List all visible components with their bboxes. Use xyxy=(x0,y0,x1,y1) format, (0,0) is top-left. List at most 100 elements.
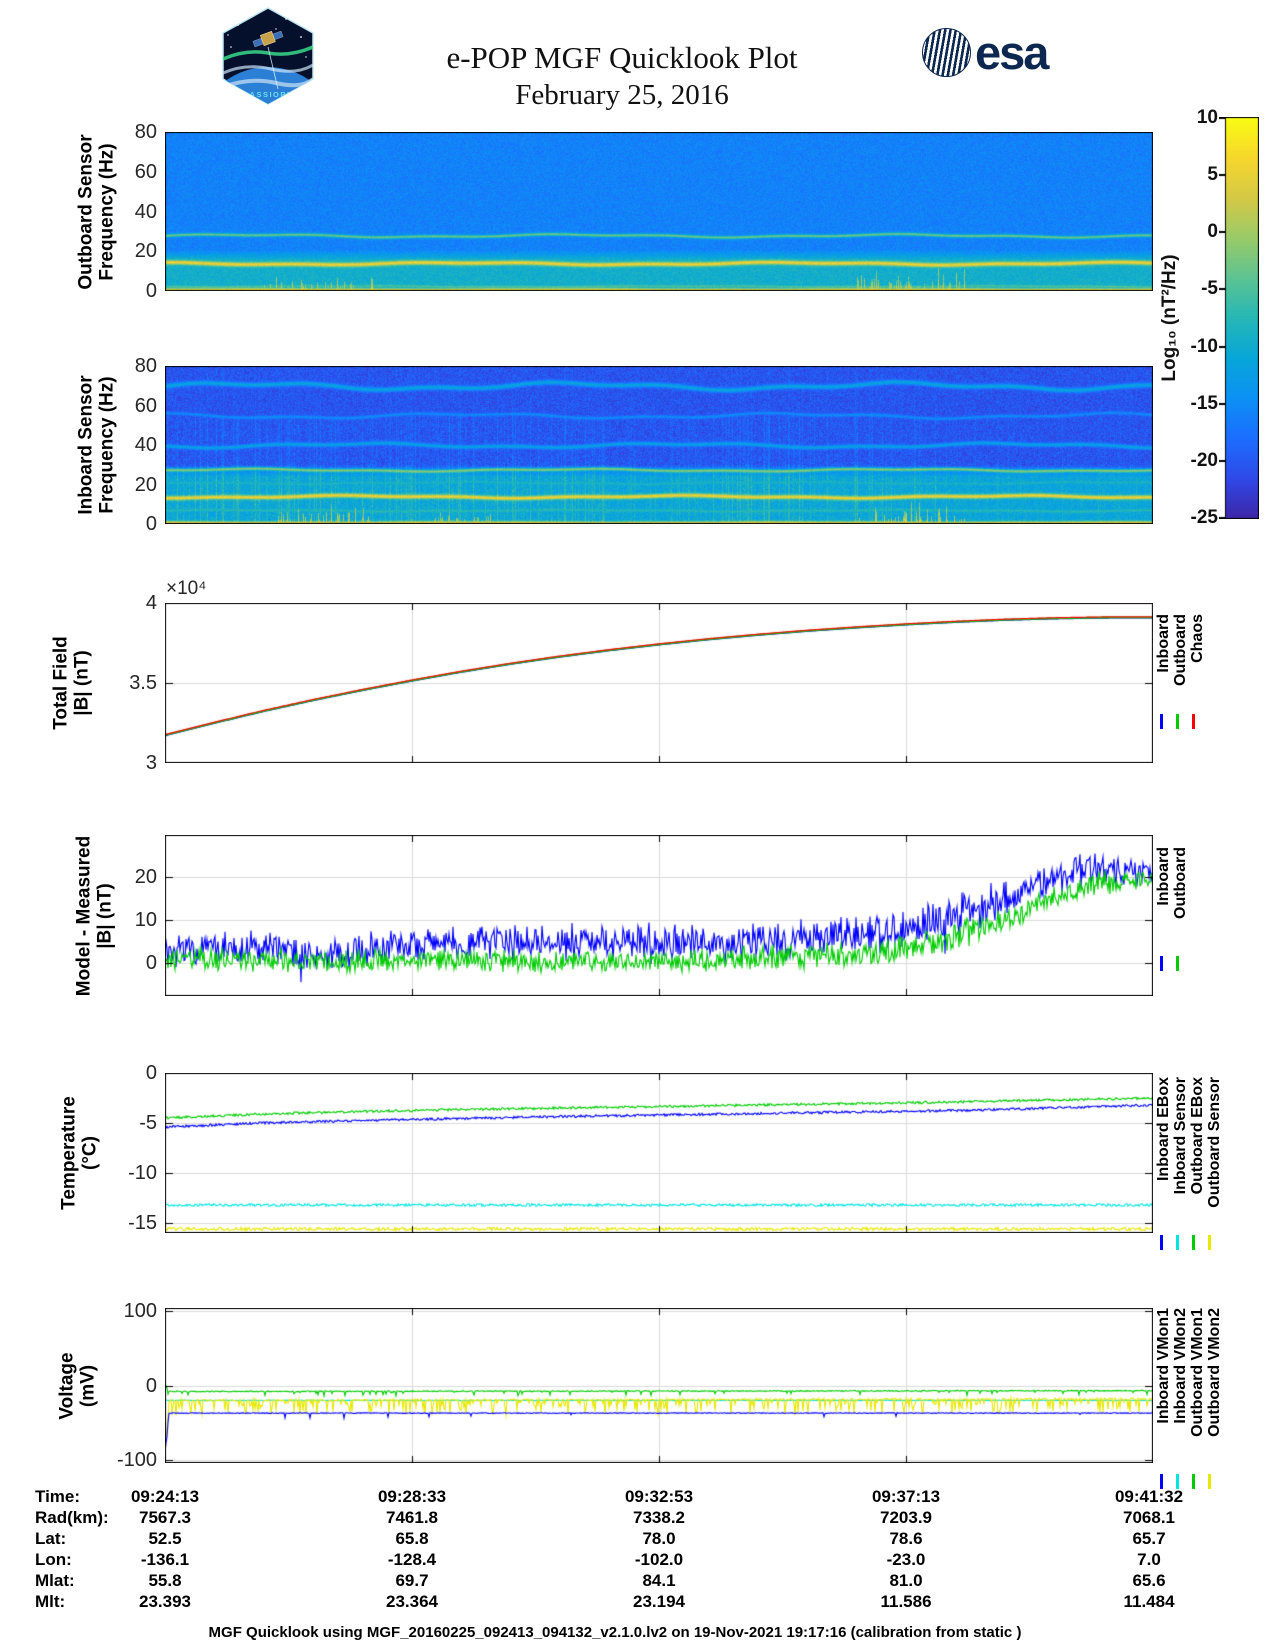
table-cell: 65.8 xyxy=(395,1529,429,1548)
temperature-plot-canvas xyxy=(165,1073,1153,1233)
footer-provenance-text: MGF Quicklook using MGF_20160225_092413_… xyxy=(208,1624,1022,1641)
voltage-legend-label: Inboard VMon1 xyxy=(1155,1308,1172,1424)
table-row-label: Mlt: xyxy=(35,1592,66,1611)
colorbar-axis-label: Log₁₀ (nT²/Hz) xyxy=(1159,254,1180,382)
voltage-plot-canvas xyxy=(165,1308,1153,1463)
outboard_spectrogram-y-tick-label: 20 xyxy=(134,240,157,263)
voltage-legend-label: Outboard VMon1 xyxy=(1189,1308,1206,1437)
table-cell: 7.0 xyxy=(1137,1550,1161,1569)
colorbar-tick-label: 10 xyxy=(1196,107,1218,128)
colorbar-tick-label: -25 xyxy=(1190,507,1218,528)
temperature-legend-label: Outboard Sensor xyxy=(1206,1077,1223,1208)
total_field-legend-label: Inboard xyxy=(1155,614,1172,673)
cassiope-mission-patch-logo: CASSIOPE xyxy=(222,7,314,105)
patch-satellite xyxy=(252,30,284,48)
temperature-legend-swatch xyxy=(1192,1235,1195,1250)
total_field-y-tick-label: 4 xyxy=(145,592,157,614)
table-cell: 69.7 xyxy=(395,1571,429,1590)
temperature-y-tick-label: -5 xyxy=(139,1112,157,1134)
table-cell: 09:37:13 xyxy=(871,1487,941,1506)
inboard_spectrogram-y-tick-label: 0 xyxy=(145,513,157,535)
total_field-y-tick-label: 3.5 xyxy=(129,672,157,694)
model_minus_measured-y-tick-label: 10 xyxy=(134,909,157,931)
inboard_spectrogram-y-tick-label: 80 xyxy=(134,355,157,377)
model_minus_measured-y-tick-label: 0 xyxy=(145,951,157,974)
colorbar-tick-label: 0 xyxy=(1207,221,1218,243)
table-cell: 09:24:13 xyxy=(130,1487,200,1506)
total_field-legend-swatch xyxy=(1176,714,1179,729)
table-cell: 23.393 xyxy=(139,1592,191,1611)
table-cell: -23.0 xyxy=(886,1550,926,1569)
voltage-legend-swatch xyxy=(1192,1474,1195,1489)
voltage-legend-label: Inboard VMon2 xyxy=(1172,1308,1189,1424)
patch-aurora xyxy=(223,45,313,61)
inboard_spectrogram-y-tick-label: 40 xyxy=(134,434,157,456)
table-cell: -136.1 xyxy=(140,1550,190,1569)
temperature-legend-swatch xyxy=(1208,1235,1211,1250)
table-cell: 23.194 xyxy=(633,1592,685,1611)
table-cell: 81.0 xyxy=(889,1571,923,1590)
table-row-label: Mlat: xyxy=(35,1571,75,1590)
temperature-y-tick-label: -10 xyxy=(128,1162,157,1184)
voltage-legend-swatch xyxy=(1160,1474,1163,1489)
voltage-y-tick-label: 0 xyxy=(145,1374,157,1397)
model-minus-measured-plot-canvas xyxy=(165,835,1153,996)
outboard_spectrogram-y-tick-label: 80 xyxy=(134,121,157,143)
table-cell: 7068.1 xyxy=(1123,1508,1175,1527)
model_minus_measured-legend-swatch xyxy=(1176,956,1179,971)
page-title: e-POP MGF Quicklook Plot xyxy=(446,40,798,75)
table-cell: -102.0 xyxy=(634,1550,684,1569)
table-cell: 7461.8 xyxy=(386,1508,438,1527)
table-cell: 7203.9 xyxy=(880,1508,932,1527)
table-cell: 23.364 xyxy=(386,1592,438,1611)
colorbar-tick-label: -20 xyxy=(1190,449,1218,471)
table-row-label: Rad(km): xyxy=(35,1508,109,1527)
table-cell: 09:32:53 xyxy=(624,1487,694,1506)
temperature-legend-swatch xyxy=(1160,1235,1163,1250)
temperature-legend-label: Inboard Sensor xyxy=(1172,1077,1189,1195)
inboard_spectrogram-y-tick-label: 60 xyxy=(134,394,157,417)
table-cell: 84.1 xyxy=(642,1571,676,1590)
table-cell: 11.484 xyxy=(1123,1592,1175,1611)
table-cell: 78.0 xyxy=(642,1529,676,1548)
voltage-y-tick-label: -100 xyxy=(116,1449,157,1472)
total_field-legend-label: Chaos xyxy=(1189,614,1206,663)
esa-logo-text: esa xyxy=(975,26,1049,79)
table-row-label: Time: xyxy=(35,1487,81,1506)
table-cell: 11.586 xyxy=(880,1592,932,1611)
total_field-legend-label: Outboard xyxy=(1172,614,1189,686)
voltage-legend-label: Outboard VMon2 xyxy=(1206,1308,1223,1437)
outboard_spectrogram-y-tick-label: 40 xyxy=(134,200,157,223)
esa-globe-icon xyxy=(922,28,971,77)
table-cell: 09:28:33 xyxy=(377,1487,447,1506)
temperature-y-tick-label: -15 xyxy=(128,1212,157,1234)
model_minus_measured-legend-swatch xyxy=(1160,956,1163,971)
temperature-legend-swatch xyxy=(1176,1235,1179,1250)
total_field-y-tick-label: 3 xyxy=(145,752,157,774)
total_field-legend-swatch xyxy=(1160,714,1163,729)
temperature-y-tick-label: 0 xyxy=(145,1062,157,1084)
table-cell: 55.8 xyxy=(148,1571,182,1590)
total-field-exponent-label: ×10⁴ xyxy=(166,578,207,599)
inboard-spectrogram-canvas xyxy=(165,366,1153,524)
voltage-legend-swatch xyxy=(1176,1474,1179,1489)
colorbar xyxy=(1219,117,1259,519)
outboard-spectrogram-canvas xyxy=(165,132,1153,291)
colorbar-tick-label: -15 xyxy=(1190,392,1218,414)
table-cell: 78.6 xyxy=(889,1529,923,1548)
table-cell: 52.5 xyxy=(148,1529,182,1548)
table-row-label: Lat: xyxy=(35,1529,67,1548)
total-field-plot-canvas xyxy=(165,603,1153,763)
inboard_spectrogram-y-tick-label: 20 xyxy=(134,473,157,496)
outboard_spectrogram-y-tick-label: 0 xyxy=(145,280,157,302)
model_minus_measured-legend-label: Inboard xyxy=(1155,847,1172,906)
model_minus_measured-y-tick-label: 20 xyxy=(134,866,157,889)
table-row-label: Lon: xyxy=(35,1550,72,1569)
table-cell: 7567.3 xyxy=(139,1508,191,1527)
outboard_spectrogram-y-tick-label: 60 xyxy=(134,160,157,183)
model_minus_measured-legend-label: Outboard xyxy=(1172,847,1189,919)
voltage-y-tick-label: 100 xyxy=(123,1299,157,1322)
page-subtitle: February 25, 2016 xyxy=(515,79,729,111)
temperature-legend-label: Outboard EBox xyxy=(1189,1077,1206,1195)
